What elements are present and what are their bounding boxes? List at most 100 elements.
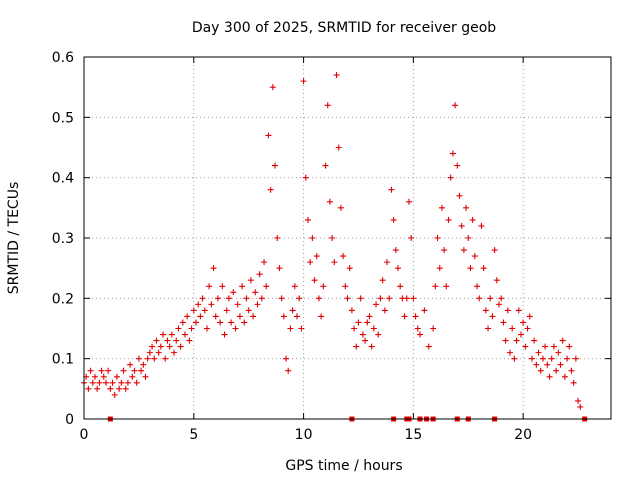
- data-point: [337, 204, 344, 211]
- data-point: [496, 301, 503, 308]
- data-point: [524, 325, 531, 332]
- data-point: [192, 319, 199, 326]
- data-point: [250, 313, 257, 320]
- data-point: [445, 216, 452, 223]
- data-point: [542, 343, 549, 350]
- data-point: [379, 277, 386, 284]
- data-point: [146, 349, 153, 356]
- data-point: [357, 295, 364, 302]
- data-point: [208, 301, 215, 308]
- data-point: [219, 283, 226, 290]
- data-point: [236, 313, 243, 320]
- data-point: [300, 78, 307, 85]
- data-point: [261, 259, 268, 266]
- data-point: [285, 367, 292, 374]
- data-point: [120, 367, 127, 374]
- y-tick-label: 0.5: [52, 110, 74, 126]
- data-point: [206, 283, 213, 290]
- data-point: [504, 307, 511, 314]
- data-point: [535, 349, 542, 356]
- data-point: [96, 379, 103, 386]
- data-point: [320, 283, 327, 290]
- data-point: [452, 102, 459, 109]
- data-point: [89, 379, 96, 386]
- axis-tick-labels: 0 0.1 0.2 0.3 0.4 0.5 0.6 0 5 10 15 20: [52, 50, 532, 443]
- y-tick-label: 0.6: [52, 50, 74, 66]
- data-point: [438, 204, 445, 211]
- data-point: [397, 283, 404, 290]
- data-point: [564, 355, 571, 362]
- data-point: [256, 271, 263, 278]
- data-point: [247, 277, 254, 284]
- data-point: [177, 343, 184, 350]
- data-point: [395, 265, 402, 272]
- data-point: [102, 379, 109, 386]
- data-point: [408, 235, 415, 241]
- data-point: [166, 343, 173, 350]
- data-point: [412, 313, 419, 320]
- data-point: [364, 319, 371, 326]
- data-point: [184, 313, 191, 320]
- data-point: [322, 162, 329, 169]
- data-point: [493, 277, 500, 284]
- data-point: [304, 216, 311, 223]
- data-point: [344, 295, 351, 302]
- data-point: [351, 325, 358, 332]
- data-point: [138, 367, 145, 374]
- chart-title: Day 300 of 2025, SRMTID for receiver geo…: [192, 20, 496, 36]
- data-point: [520, 319, 527, 326]
- x-tick-label: 10: [295, 427, 313, 443]
- data-point: [405, 198, 412, 205]
- data-point: [298, 325, 305, 332]
- data-point: [476, 295, 483, 302]
- data-point: [557, 361, 564, 368]
- data-point: [87, 367, 94, 374]
- axis-ticks: [83, 56, 611, 420]
- data-point: [436, 265, 443, 272]
- data-point: [225, 295, 232, 302]
- data-point: [572, 355, 579, 362]
- data-point: [267, 186, 274, 193]
- data-point: [221, 331, 228, 338]
- plot-frame: [83, 56, 612, 420]
- data-point: [269, 84, 276, 91]
- y-tick-label: 0.2: [52, 291, 74, 307]
- data-point: [342, 283, 349, 290]
- data-point: [245, 307, 252, 314]
- data-point: [425, 343, 432, 350]
- data-point: [487, 295, 494, 302]
- data-point: [149, 343, 156, 350]
- data-point: [434, 235, 441, 241]
- data-point: [107, 385, 114, 392]
- data-point: [179, 319, 186, 326]
- data-point: [133, 379, 140, 386]
- data-point: [116, 385, 123, 392]
- data-point: [577, 403, 584, 410]
- data-point: [465, 235, 472, 241]
- data-point: [105, 367, 112, 374]
- data-point: [478, 222, 485, 229]
- data-point: [331, 259, 338, 266]
- data-point: [162, 355, 169, 362]
- data-point: [307, 259, 314, 266]
- data-point: [421, 307, 428, 314]
- x-tick-label: 0: [80, 427, 89, 443]
- data-point: [276, 265, 283, 272]
- data-point: [135, 355, 142, 362]
- data-point: [506, 349, 513, 356]
- data-point: [109, 379, 116, 386]
- data-point: [98, 367, 105, 374]
- data-point: [111, 391, 118, 398]
- data-point: [313, 253, 320, 260]
- data-point: [550, 343, 557, 350]
- data-point: [124, 379, 131, 386]
- data-point: [335, 144, 342, 151]
- data-point: [289, 307, 296, 314]
- data-point: [199, 295, 206, 302]
- x-tick-label: 20: [514, 427, 532, 443]
- data-point: [454, 162, 461, 169]
- data-point: [265, 132, 272, 139]
- data-point: [234, 301, 241, 308]
- data-point: [410, 295, 417, 302]
- data-point: [122, 385, 129, 392]
